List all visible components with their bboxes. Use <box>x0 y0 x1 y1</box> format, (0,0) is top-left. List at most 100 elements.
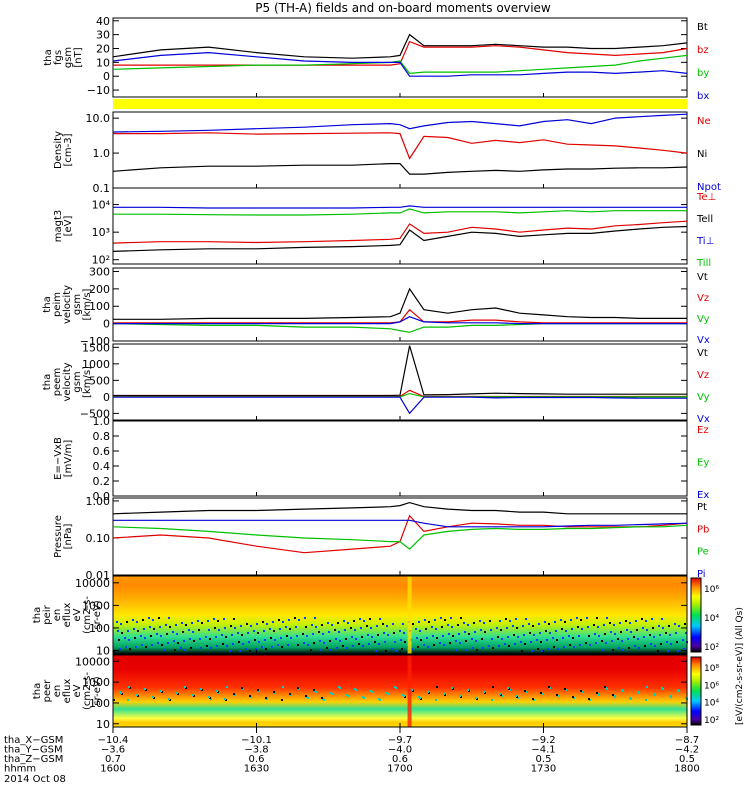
spectrogram-speckle <box>434 619 436 621</box>
flag-band <box>113 99 687 109</box>
series-line-ti⊥ <box>113 205 687 209</box>
spectrogram-speckle <box>327 622 329 624</box>
x-tick-label: −3.6 <box>101 745 125 756</box>
spectrogram-speckle <box>358 643 360 645</box>
spectrogram-speckle <box>168 698 170 700</box>
spectrogram-speckle <box>262 621 264 623</box>
y-axis-label: Pressure <box>53 515 64 558</box>
spectrogram-speckle <box>231 634 233 636</box>
spectrogram-speckle <box>652 627 654 629</box>
spectrogram-speckle <box>507 687 509 689</box>
spectrogram-speckle <box>177 642 179 644</box>
legend-entry: Vy <box>697 392 710 403</box>
spectrogram-speckle <box>191 622 193 624</box>
spectrogram-speckle <box>452 635 454 637</box>
panel-peer_eflux: 10⁸ 10⁶ 10⁴ 10² [eV/(cm2-s-sr-eV)] (All Qs) 1… <box>32 607 745 731</box>
spectrogram-speckle <box>207 620 209 622</box>
spectrogram-speckle <box>394 686 396 688</box>
spectrogram-speckle <box>513 634 515 636</box>
spectrogram-speckle <box>621 689 623 691</box>
spectrogram-speckle <box>258 641 260 643</box>
series-line-tell <box>112 225 688 252</box>
spectrogram-speckle <box>386 692 388 694</box>
spectrogram-speckle <box>354 688 356 690</box>
spectrogram-speckle <box>533 634 535 636</box>
y-axis-label: tha <box>32 683 43 699</box>
spectrogram-speckle <box>571 628 573 630</box>
spectrogram-speckle <box>675 632 677 634</box>
y-axis-label: sr-eV) <box>92 676 103 705</box>
spectrogram-speckle <box>497 636 499 638</box>
panel-peem_velocity: −500 0 500 1000 1500 tha peem velocity gsm [km/s]… <box>42 341 710 425</box>
spectrogram-speckle <box>637 638 639 640</box>
spectrogram-speckle <box>506 627 508 629</box>
spectrogram-speckle <box>619 622 621 624</box>
spectrogram-speckle <box>310 649 312 651</box>
spectrogram-speckle <box>442 635 444 637</box>
spectrogram-speckle <box>238 641 240 643</box>
x-tick-label: −4.1 <box>531 745 555 756</box>
y-axis-label: eflux <box>62 679 73 704</box>
y-tick-label: 0.4 <box>93 460 111 473</box>
spectrogram-speckle <box>395 650 397 652</box>
spectrogram-speckle <box>522 625 524 627</box>
spectrogram-speckle <box>297 687 299 689</box>
spectrogram-speckle <box>145 646 147 648</box>
series-line-npot <box>112 113 688 133</box>
spectrogram-speckle <box>313 689 315 691</box>
spectrogram-speckle <box>524 643 526 645</box>
series-line-te⊥ <box>112 220 688 244</box>
spectrogram-speckle <box>311 624 313 626</box>
spectrogram-speckle <box>153 628 155 630</box>
spectrogram-speckle <box>247 632 249 634</box>
spectrogram-speckle <box>229 650 231 652</box>
spectrogram-speckle <box>386 625 388 627</box>
spectrogram-speckle <box>271 646 273 648</box>
y-tick-label: 10 <box>96 718 110 731</box>
y-tick-label: 0.10 <box>86 532 111 545</box>
spectrogram-speckle <box>685 632 687 634</box>
spectrogram-speckle <box>346 647 348 649</box>
y-tick-label: 10000 <box>75 577 110 590</box>
y-axis-label: gsm <box>63 47 74 68</box>
spectrogram-speckle <box>245 648 247 650</box>
spectrogram-speckle <box>426 637 428 639</box>
y-axis-label: (cm2-s- <box>82 596 93 634</box>
spectrogram-speckle <box>214 627 216 629</box>
spectrogram-speckle <box>560 619 562 621</box>
spectrogram-speckle <box>427 646 429 648</box>
spectrogram-speckle <box>544 621 546 623</box>
spectrogram-speckle <box>274 639 276 641</box>
spectrogram-speckle <box>394 641 396 643</box>
spectrogram-speckle <box>285 626 287 628</box>
spectrogram-speckle <box>254 639 256 641</box>
spectrogram-speckle <box>338 686 340 688</box>
spectrogram-speckle <box>288 619 290 621</box>
spectrogram-speckle <box>144 688 146 690</box>
spectrogram-speckle <box>515 695 517 697</box>
spectrogram-speckle <box>604 633 606 635</box>
spectrogram-speckle <box>217 620 219 622</box>
y-tick-label: 10 <box>96 645 110 658</box>
spectrogram-speckle <box>234 627 236 629</box>
spectrogram-speckle <box>208 696 210 698</box>
spectrogram-speckle <box>126 621 128 623</box>
spectrogram-speckle <box>360 627 362 629</box>
spectrogram-speckle <box>334 629 336 631</box>
y-axis-label: en <box>52 685 63 698</box>
y-tick-label: 0 <box>103 391 110 404</box>
spectrogram-speckle <box>314 617 316 619</box>
spectrogram-speckle <box>124 637 126 639</box>
y-tick-label: 1000 <box>82 599 110 612</box>
spectrogram-speckle <box>307 644 309 646</box>
spectrogram-speckle <box>581 628 583 630</box>
spectrogram-speckle <box>546 639 548 641</box>
spectrogram-speckle <box>595 642 597 644</box>
spectrogram-speckle <box>402 694 404 696</box>
spectrogram-speckle <box>294 617 296 619</box>
spectrogram-speckle <box>455 640 457 642</box>
spectrogram-speckle <box>344 629 346 631</box>
legend-entry: Vy <box>697 314 710 325</box>
spectrogram-speckle <box>363 620 365 622</box>
series-line-vx <box>113 396 687 415</box>
